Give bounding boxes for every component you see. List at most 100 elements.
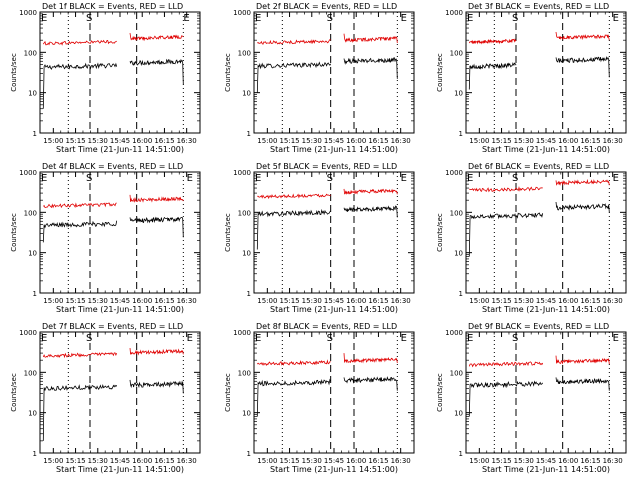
y-tick-label: 1000 [19,169,37,177]
panel-title: Det 6f BLACK = Events, RED = LLD [468,162,609,171]
marker-s-label: S [86,333,92,344]
marker-e-left-label: E [467,13,473,24]
panel-title: Det 4f BLACK = Events, RED = LLD [42,162,183,171]
lld-series-line [129,33,184,42]
y-tick-label: 100 [450,49,463,57]
y-tick-label: 100 [24,369,37,377]
panel-title: Det 7f BLACK = Events, RED = LLD [42,322,183,331]
x-tick-label: 15:30 [88,137,108,145]
y-tick-label: 1000 [445,9,463,17]
x-axis-label: Start Time (21-Jun-11 14:51:00) [482,145,610,154]
y-tick-label: 1 [459,130,463,138]
x-tick-label: 15:45 [110,457,130,465]
events-series-line [343,57,398,79]
x-axis-label: Start Time (21-Jun-11 14:51:00) [270,145,398,154]
plot-frame [253,331,415,454]
marker-s-label: S [86,173,92,184]
panel-title: Det 1f BLACK = Events, RED = LLD [42,2,183,11]
x-tick-label: 16:15 [580,457,600,465]
lld-series-line [468,361,544,368]
events-series-line [555,377,610,391]
x-tick-label: 15:45 [324,137,344,145]
marker-s-label: S [512,333,518,344]
x-tick-label: 16:00 [346,297,366,305]
panel-det-5: Det 5f BLACK = Events, RED = LLD 1 10 100 10… [224,162,415,314]
x-tick-label: 16:15 [368,137,388,145]
x-tick-label: 16:30 [603,457,623,465]
x-tick-label: 15:45 [324,297,344,305]
x-tick-label: 16:30 [391,297,411,305]
x-axis-label: Start Time (21-Jun-11 14:51:00) [56,305,184,314]
lld-series-line [555,31,610,41]
y-tick-label: 100 [450,369,463,377]
x-tick-label: 15:30 [88,297,108,305]
marker-e-label: E [183,13,189,24]
y-tick-label: 1 [33,450,37,458]
x-tick-label: 15:30 [514,457,534,465]
events-series-line [468,212,544,257]
x-tick-label: 16:30 [603,137,623,145]
x-tick-label: 15:00 [257,457,277,465]
y-tick-label: 10 [242,90,251,98]
lld-series-line [257,193,331,200]
x-tick-label: 15:00 [43,137,63,145]
y-tick-label: 10 [28,250,37,258]
marker-e-label: E [187,333,193,344]
events-series-line [343,205,398,218]
x-tick-label: 15:15 [491,457,511,465]
x-axis-label: Start Time (21-Jun-11 14:51:00) [270,305,398,314]
y-tick-label: 1000 [233,169,251,177]
y-tick-label: 1 [33,290,37,298]
x-tick-label: 15:45 [536,457,556,465]
x-tick-label: 16:30 [177,297,197,305]
panel-det-4: Det 4f BLACK = Events, RED = LLD 1 10 100 10… [10,162,201,314]
x-tick-label: 15:15 [279,457,299,465]
x-tick-label: 16:00 [132,297,152,305]
plot-frame [465,331,627,454]
lld-series-line [42,39,117,46]
x-tick-label: 16:00 [558,137,578,145]
x-tick-label: 16:30 [177,137,197,145]
panel-det-8: Det 8f BLACK = Events, RED = LLD 1 10 100 10… [224,322,415,474]
marker-e-left-label: E [255,13,261,24]
x-tick-label: 16:30 [603,297,623,305]
x-tick-label: 15:45 [110,297,130,305]
x-tick-label: 15:30 [88,457,108,465]
marker-s-label: S [512,13,518,24]
x-tick-label: 16:15 [154,457,174,465]
lld-series-line [129,194,184,203]
y-tick-label: 100 [450,209,463,217]
lld-series-line [343,33,398,44]
panel-title: Det 3f BLACK = Events, RED = LLD [468,2,609,11]
events-series-line [555,201,610,213]
marker-s-label: S [327,173,333,184]
x-tick-label: 15:00 [257,297,277,305]
x-tick-label: 16:00 [346,137,366,145]
x-tick-label: 15:15 [65,457,85,465]
plot-frame [465,11,627,134]
events-series-line [343,376,398,391]
x-tick-label: 16:30 [391,457,411,465]
x-axis-label: Start Time (21-Jun-11 14:51:00) [482,465,610,474]
x-tick-label: 15:00 [257,137,277,145]
marker-e-label: E [187,173,193,184]
panel-det-6: Det 6f BLACK = Events, RED = LLD 1 10 100 10… [436,162,627,314]
x-tick-label: 16:15 [580,137,600,145]
marker-e-left-label: E [41,333,47,344]
y-axis-label: Counts/sec [436,373,444,412]
lld-series-line [42,352,118,359]
y-tick-label: 1000 [233,9,251,17]
x-tick-label: 15:30 [302,457,322,465]
x-tick-label: 15:15 [65,137,85,145]
x-tick-label: 15:00 [43,457,63,465]
y-tick-label: 1000 [445,169,463,177]
events-series-line [129,379,184,394]
x-tick-label: 16:00 [132,457,152,465]
events-series-line [256,378,332,417]
lld-series-line [257,39,331,45]
lld-series-line [468,38,517,45]
x-tick-label: 15:45 [110,137,130,145]
lld-series-line [555,178,610,186]
x-tick-label: 15:00 [469,137,489,145]
